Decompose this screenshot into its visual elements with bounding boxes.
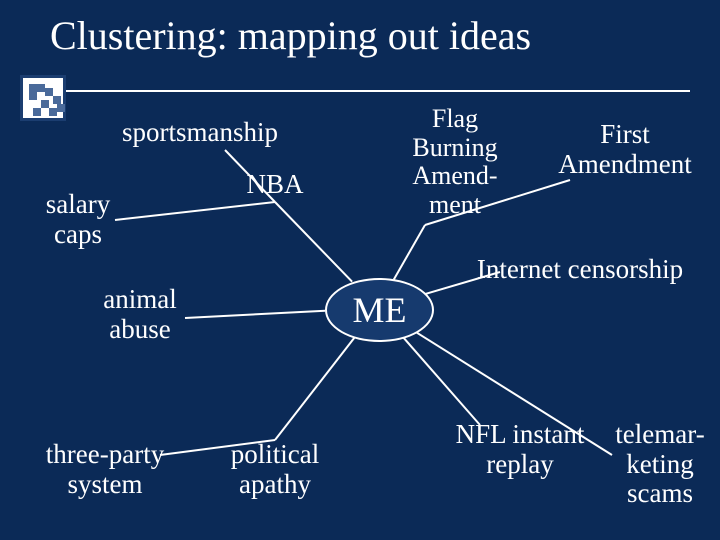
- node-nfl-replay: NFL instantreplay: [435, 420, 605, 479]
- node-nba: NBA: [235, 170, 315, 200]
- node-telemarketing: telemar-ketingscams: [600, 420, 720, 509]
- node-flag-burning: FlagBurningAmend-ment: [390, 105, 520, 219]
- slide-title: Clustering: mapping out ideas: [50, 12, 531, 59]
- center-node: ME: [325, 278, 434, 342]
- center-label: ME: [353, 289, 407, 331]
- corner-icon: [20, 75, 66, 121]
- node-sportsmanship: sportsmanship: [105, 118, 295, 148]
- title-underline: [50, 90, 690, 92]
- node-salary-caps: salarycaps: [28, 190, 128, 249]
- node-animal-abuse: animalabuse: [80, 285, 200, 344]
- node-internet-censorship: Internet censorship: [450, 255, 710, 285]
- node-political-apathy: politicalapathy: [210, 440, 340, 499]
- node-first-amendment: FirstAmendment: [535, 120, 715, 179]
- slide-canvas: Clustering: mapping out ideas ME sportsm…: [0, 0, 720, 540]
- node-three-party: three-partysystem: [25, 440, 185, 499]
